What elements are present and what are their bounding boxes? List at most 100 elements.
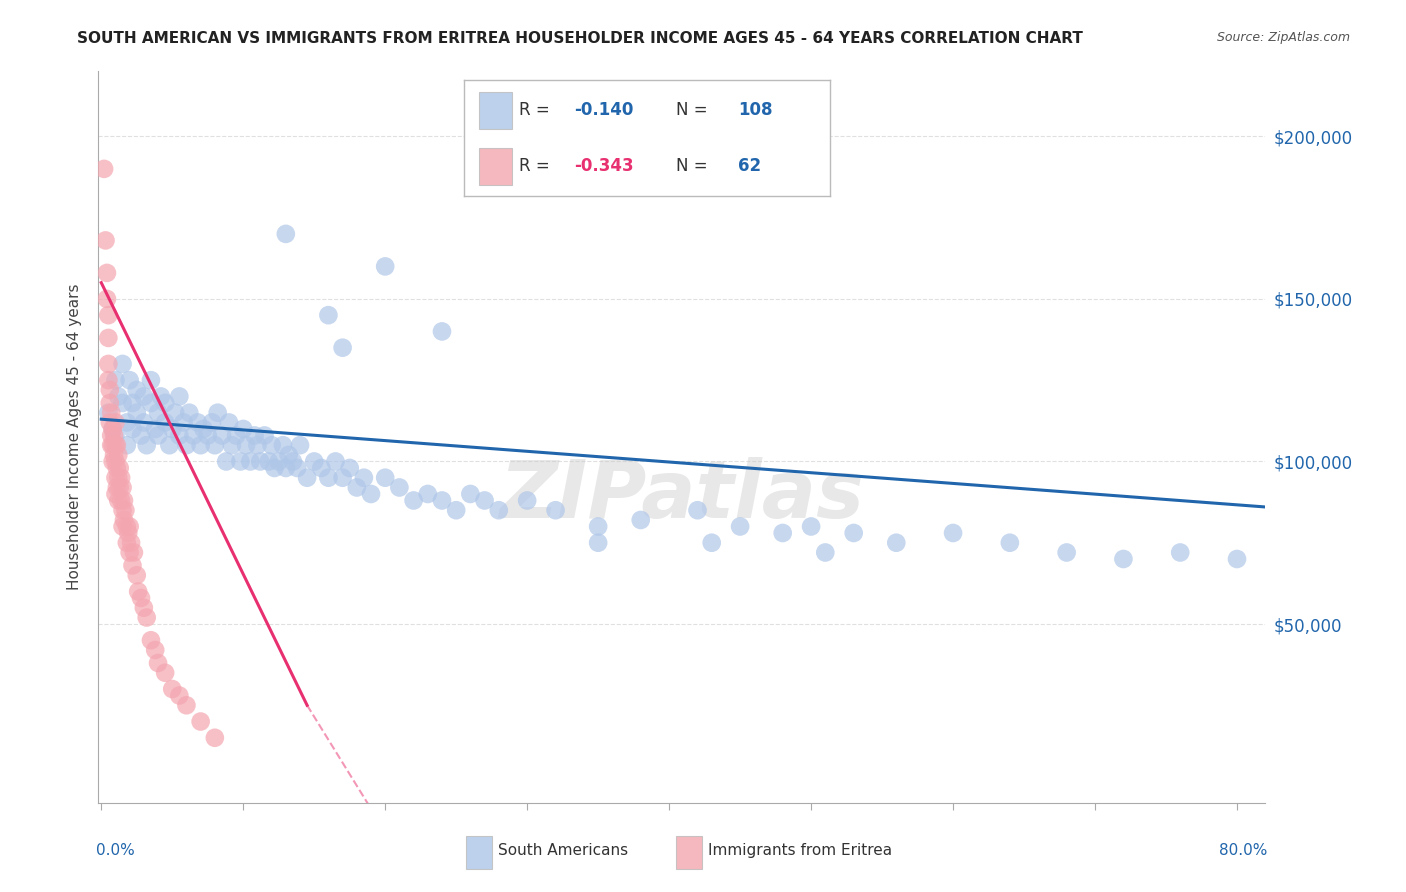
Text: N =: N = xyxy=(676,102,713,120)
Point xyxy=(117,526,139,541)
Point xyxy=(104,454,127,468)
Point xyxy=(115,519,138,533)
Point xyxy=(146,428,169,442)
Point xyxy=(232,422,254,436)
Point xyxy=(686,503,709,517)
Point xyxy=(103,448,125,462)
Point xyxy=(444,503,467,517)
Point xyxy=(285,461,308,475)
Point xyxy=(176,698,198,713)
Point xyxy=(129,428,152,442)
Point xyxy=(110,471,132,485)
Point xyxy=(110,493,132,508)
Point xyxy=(430,493,453,508)
Point xyxy=(998,535,1021,549)
Point xyxy=(249,454,271,468)
Point xyxy=(388,480,411,494)
Point xyxy=(143,643,166,657)
Point xyxy=(318,308,340,322)
Point xyxy=(288,438,311,452)
Point xyxy=(165,406,187,420)
Point xyxy=(169,389,191,403)
Point xyxy=(153,396,176,410)
Point xyxy=(728,519,751,533)
Point xyxy=(96,266,118,280)
Point xyxy=(139,396,162,410)
Point xyxy=(353,471,375,485)
Point xyxy=(402,493,425,508)
Point xyxy=(325,454,347,468)
Bar xyxy=(465,836,492,869)
Text: 80.0%: 80.0% xyxy=(1219,843,1268,858)
Point xyxy=(107,448,129,462)
Text: R =: R = xyxy=(519,102,555,120)
Point xyxy=(108,480,131,494)
Point xyxy=(162,422,184,436)
Point xyxy=(111,396,134,410)
Point xyxy=(201,416,224,430)
Point xyxy=(139,373,162,387)
Point xyxy=(104,438,127,452)
Point xyxy=(700,535,723,549)
Point xyxy=(416,487,439,501)
Y-axis label: Householder Income Ages 45 - 64 years: Householder Income Ages 45 - 64 years xyxy=(67,284,83,591)
Point xyxy=(260,438,283,452)
Point xyxy=(197,428,219,442)
Point xyxy=(108,461,131,475)
Point xyxy=(107,493,129,508)
Point xyxy=(115,535,138,549)
Point xyxy=(118,519,141,533)
Point xyxy=(114,503,136,517)
Point xyxy=(105,438,128,452)
Point xyxy=(101,438,124,452)
Point xyxy=(187,416,209,430)
Point xyxy=(125,406,148,420)
Point xyxy=(101,454,124,468)
Text: 62: 62 xyxy=(738,157,761,175)
Point xyxy=(311,461,333,475)
FancyBboxPatch shape xyxy=(478,92,512,129)
Point xyxy=(488,503,510,517)
Point xyxy=(193,422,215,436)
Text: Immigrants from Eritrea: Immigrants from Eritrea xyxy=(707,843,891,858)
Point xyxy=(229,454,252,468)
Point xyxy=(1112,552,1135,566)
Point xyxy=(122,545,145,559)
Point xyxy=(98,396,121,410)
Text: 0.0%: 0.0% xyxy=(96,843,135,858)
Point xyxy=(135,438,157,452)
Point xyxy=(105,461,128,475)
Point xyxy=(239,454,262,468)
Point xyxy=(121,422,143,436)
Point xyxy=(257,454,280,468)
Point xyxy=(153,416,176,430)
Point xyxy=(474,493,496,508)
Point xyxy=(1226,552,1249,566)
Point xyxy=(207,406,229,420)
Point xyxy=(105,480,128,494)
Point xyxy=(267,454,290,468)
Point xyxy=(430,325,453,339)
Point xyxy=(204,731,226,745)
Point xyxy=(115,438,138,452)
Point xyxy=(104,373,127,387)
Bar xyxy=(676,836,702,869)
Point xyxy=(146,406,169,420)
Point xyxy=(94,234,117,248)
Point xyxy=(211,428,233,442)
Point xyxy=(263,461,285,475)
Point xyxy=(111,519,134,533)
Text: ZIPatlas: ZIPatlas xyxy=(499,457,865,534)
Text: -0.343: -0.343 xyxy=(574,157,633,175)
Point xyxy=(100,406,122,420)
Point xyxy=(274,227,297,241)
Point xyxy=(586,535,609,549)
Point xyxy=(374,260,396,274)
Point xyxy=(107,389,129,403)
Point xyxy=(111,503,134,517)
Point xyxy=(118,545,141,559)
Point xyxy=(190,714,212,729)
Point xyxy=(460,487,482,501)
Point xyxy=(179,406,201,420)
Point xyxy=(302,454,325,468)
